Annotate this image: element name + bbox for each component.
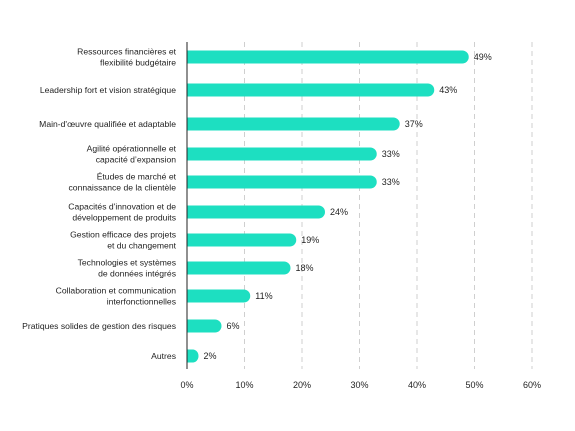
- bar: [187, 205, 325, 219]
- category-label-line: Ressources financières et: [77, 47, 176, 57]
- x-tick-label: 40%: [408, 380, 426, 390]
- category-label-line: Capacités d'innovation et de: [68, 202, 176, 212]
- category-label-line: Technologies et systèmes: [78, 258, 176, 268]
- bar: [187, 261, 291, 275]
- bar-base: [187, 261, 194, 275]
- bar-base: [187, 175, 194, 189]
- category-label-line: Gestion efficace des projets: [70, 230, 176, 240]
- value-label: 11%: [255, 291, 272, 301]
- bar: [187, 147, 377, 161]
- value-label: 37%: [405, 119, 423, 129]
- bar: [187, 289, 251, 303]
- bar-base: [187, 319, 194, 333]
- category-label: Autres: [151, 351, 176, 361]
- value-label: 6%: [227, 321, 240, 331]
- x-tick-labels: 0% 10% 20% 30% 40% 50% 60%: [180, 380, 541, 390]
- category-label: Technologies et systèmes de données intég…: [78, 258, 176, 279]
- category-label-line: de données intégrés: [98, 269, 176, 279]
- value-label: 24%: [330, 207, 348, 217]
- category-label-line: développement de produits: [72, 213, 176, 223]
- bar-base: [187, 147, 194, 161]
- category-label-line: flexibilité budgétaire: [100, 58, 176, 68]
- x-tick-label: 60%: [523, 380, 541, 390]
- category-label-line: Agilité opérationnelle et: [87, 144, 177, 154]
- x-tick-label: 20%: [293, 380, 311, 390]
- category-label-line: Main-d'œuvre qualifiée et adaptable: [39, 119, 176, 129]
- category-label: Agilité opérationnelle et capacité d’expa…: [87, 144, 177, 165]
- category-label-line: connaissance de la clientèle: [69, 183, 177, 193]
- category-label: Pratiques solides de gestion des risques: [22, 321, 176, 331]
- category-label-line: et du changement: [107, 241, 176, 251]
- category-label-line: Leadership fort et vision stratégique: [40, 85, 176, 95]
- value-label: 49%: [474, 52, 492, 62]
- value-label: 19%: [301, 235, 319, 245]
- value-label: 33%: [382, 177, 400, 187]
- category-label: Leadership fort et vision stratégique: [40, 85, 176, 95]
- bar-base: [187, 117, 194, 131]
- bar-base: [187, 233, 194, 247]
- category-label-line: Collaboration et communication: [56, 286, 177, 296]
- category-label-line: Études de marché et: [97, 172, 177, 182]
- value-label: 33%: [382, 149, 400, 159]
- category-label: Ressources financières et flexibilité bud…: [77, 47, 176, 68]
- value-label: 43%: [439, 85, 457, 95]
- category-labels: Ressources financières et flexibilité bud…: [22, 47, 176, 362]
- bar-base: [187, 289, 194, 303]
- bar: [187, 233, 297, 247]
- category-label-line: Pratiques solides de gestion des risques: [22, 321, 176, 331]
- value-label: 2%: [204, 351, 217, 361]
- category-label: Main-d'œuvre qualifiée et adaptable: [39, 119, 176, 129]
- bar-base: [187, 349, 194, 363]
- category-label: Gestion efficace des projets et du change…: [70, 230, 176, 251]
- value-label: 18%: [296, 263, 314, 273]
- x-tick-label: 30%: [350, 380, 368, 390]
- category-label-line: Autres: [151, 351, 176, 361]
- bar: [187, 117, 400, 131]
- category-label-line: interfonctionnelles: [107, 297, 176, 307]
- x-tick-label: 50%: [465, 380, 483, 390]
- bar: [187, 319, 222, 333]
- bars: [187, 50, 469, 363]
- bar: [187, 83, 435, 97]
- bar-base: [187, 83, 194, 97]
- value-labels: 49% 43% 37% 33% 33% 24% 19% 18% 11% 6% 2%: [204, 52, 492, 361]
- category-label: Études de marché et connaissance de la cl…: [69, 172, 177, 193]
- category-label: Capacités d'innovation et de développemen…: [68, 202, 176, 223]
- category-label-line: capacité d’expansion: [96, 155, 176, 165]
- bar-base: [187, 50, 194, 64]
- category-label: Collaboration et communication interfonct…: [56, 286, 177, 307]
- bar: [187, 50, 469, 64]
- bar-base: [187, 205, 194, 219]
- bar: [187, 175, 377, 189]
- x-tick-label: 0%: [180, 380, 193, 390]
- x-tick-label: 10%: [235, 380, 253, 390]
